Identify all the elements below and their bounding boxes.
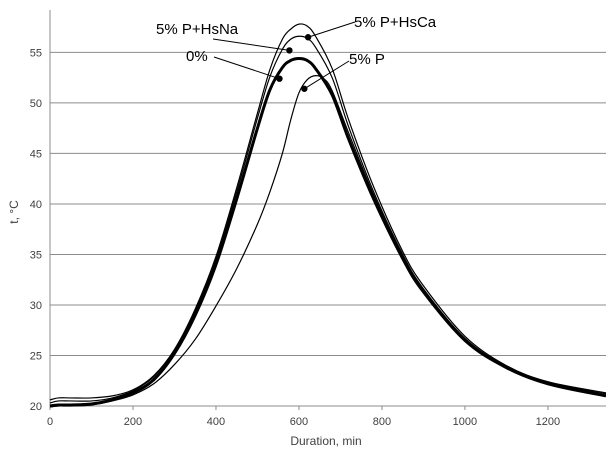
- series-line-5pct-p: [49, 75, 606, 408]
- x-tick-label: 400: [207, 416, 225, 428]
- y-tick-label: 20: [30, 401, 42, 413]
- annotation-marker-5pct-p-hsna: [286, 47, 293, 54]
- y-tick-label: 40: [30, 199, 42, 211]
- annotation-marker-5pct-p-hsca: [304, 34, 312, 41]
- annotation-label-5pct-p-hsca: 5% P+HsCa: [354, 14, 437, 31]
- axes: [49, 10, 606, 410]
- annotation-marker-5pct-p: [301, 85, 308, 92]
- tick-labels: 20 25 30 35 40 45 50 55 0 200 400 600 800 1000 1200: [30, 47, 560, 428]
- y-tick-label: 25: [30, 350, 42, 362]
- x-tick-label: 200: [124, 416, 142, 428]
- annotations: 5% P+HsNa 0% 5% P+HsCa 5% P: [156, 14, 437, 92]
- y-tick-label: 45: [30, 148, 42, 160]
- y-axis-label: t, °C: [7, 200, 21, 224]
- x-tick-label: 600: [290, 416, 308, 428]
- annotation-leader-5pct-p-hsca: [307, 21, 356, 38]
- series-lines: [49, 23, 606, 408]
- annotation-leader-5pct-p: [304, 60, 350, 90]
- x-tick-label: 1000: [453, 416, 477, 428]
- annotation-label-0pct: 0%: [186, 48, 208, 65]
- annotation-leader-0pct: [213, 56, 280, 80]
- series-line-5pct-p-hsca: [49, 23, 606, 401]
- annotation-label-5pct-p-hsna: 5% P+HsNa: [156, 21, 239, 38]
- x-tick-label: 0: [47, 416, 53, 428]
- series-line-5pct-p-hsna: [49, 35, 606, 404]
- x-axis-label: Duration, min: [290, 434, 361, 448]
- annotation-label-5pct-p: 5% P: [349, 51, 385, 68]
- x-tick-label: 1200: [536, 416, 560, 428]
- series-line-0pct: [49, 56, 606, 408]
- grid-lines: [50, 51, 606, 356]
- annotation-marker-0pct: [276, 75, 283, 82]
- y-tick-label: 30: [30, 300, 42, 312]
- y-tick-label: 55: [30, 47, 42, 59]
- annotation-leader-5pct-p-hsna: [212, 38, 290, 51]
- y-tick-label: 35: [30, 249, 42, 261]
- y-tick-label: 50: [30, 98, 42, 110]
- x-tick-label: 800: [373, 416, 391, 428]
